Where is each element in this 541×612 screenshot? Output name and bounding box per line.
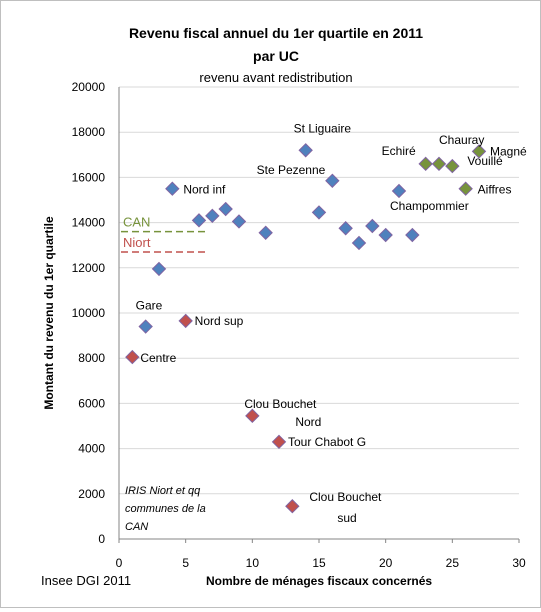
y-tick-label: 12000 (72, 261, 106, 275)
gridlines (119, 86, 519, 495)
data-point (365, 218, 380, 234)
data-point (245, 408, 260, 424)
data-point (391, 183, 407, 199)
source-text: Insee DGI 2011 (41, 573, 131, 588)
x-tick-labels: 0 5 10 15 20 25 30 (116, 539, 526, 570)
y-tick-labels: 0 2000 4000 6000 8000 10000 12000 14000 16000 180… (72, 80, 106, 546)
data-point (151, 261, 167, 277)
chart-subtitle: revenu avant redistribution (199, 70, 352, 85)
reference-label-niort: Niort (123, 235, 151, 250)
data-label: St Liguaire (294, 121, 352, 135)
data-point (271, 434, 287, 450)
y-tick-label: 14000 (72, 216, 106, 230)
x-tick-label: 5 (182, 556, 189, 570)
iris-note: IRIS Niort et qq communes de la CAN (125, 485, 206, 533)
data-point (418, 156, 433, 172)
data-point (378, 227, 393, 243)
data-label: Champommier (390, 199, 469, 213)
note-line: communes de la (125, 503, 206, 515)
reference-label-can: CAN (123, 215, 150, 230)
data-label: Vouillé (467, 154, 503, 168)
data-label: Ste Pezenne (257, 163, 326, 177)
note-line: IRIS Niort et qq (125, 485, 201, 497)
data-point (405, 227, 420, 243)
data-point (125, 349, 140, 365)
data-point (138, 319, 153, 334)
y-tick-label: 8000 (78, 351, 105, 365)
data-point (218, 201, 233, 217)
x-axis-label: Nombre de ménages fiscaux concernés (206, 574, 432, 588)
y-tick-label: 4000 (78, 442, 105, 456)
data-point (431, 156, 447, 172)
y-axis-label: Montant du revenu du 1er quartile (42, 216, 56, 410)
data-point (258, 225, 273, 240)
data-label: Nord inf (183, 183, 226, 197)
y-tick-label: 16000 (72, 170, 106, 184)
data-point (231, 214, 247, 229)
y-tick-label: 20000 (72, 80, 106, 94)
x-tick-label: 30 (512, 556, 526, 570)
data-point (285, 499, 300, 514)
x-tick-label: 0 (116, 556, 123, 570)
y-tick-label: 18000 (72, 125, 106, 139)
x-tick-label: 25 (446, 556, 460, 570)
note-line: CAN (125, 521, 148, 533)
x-tick-label: 20 (379, 556, 393, 570)
data-label: Aiffres (478, 183, 512, 197)
data-point (338, 221, 353, 236)
chart-title-line2: par UC (253, 48, 299, 64)
data-point (458, 181, 473, 196)
y-tick-label: 2000 (78, 487, 105, 501)
y-tick-label: 6000 (78, 396, 105, 410)
y-tick-label: 10000 (72, 306, 106, 320)
data-label: Nord sup (195, 314, 244, 328)
y-tick-label: 0 (98, 532, 105, 546)
data-label: Echiré (382, 144, 416, 158)
data-point (471, 144, 487, 159)
data-point (325, 173, 340, 188)
data-label: Chauray (439, 133, 484, 147)
x-tick-label: 15 (312, 556, 326, 570)
data-point (191, 213, 207, 228)
data-label: Gare (136, 299, 163, 313)
chart-title: Revenu fiscal annuel du 1er quartile en … (129, 25, 423, 41)
data-point (445, 158, 460, 174)
reference-lines: CAN Niort (121, 215, 207, 253)
data-label: Clou Bouchet sud (309, 490, 382, 525)
data-label: Magné (490, 144, 527, 158)
data-point (205, 208, 220, 224)
data-point (311, 205, 327, 220)
x-tick-label: 10 (246, 556, 260, 570)
data-label: Tour Chabot G (288, 435, 366, 449)
data-point (165, 181, 180, 196)
data-point (298, 143, 313, 158)
data-label: Centre (140, 351, 176, 365)
data-point (351, 235, 367, 251)
data-point (178, 313, 193, 329)
data-points (125, 143, 487, 514)
